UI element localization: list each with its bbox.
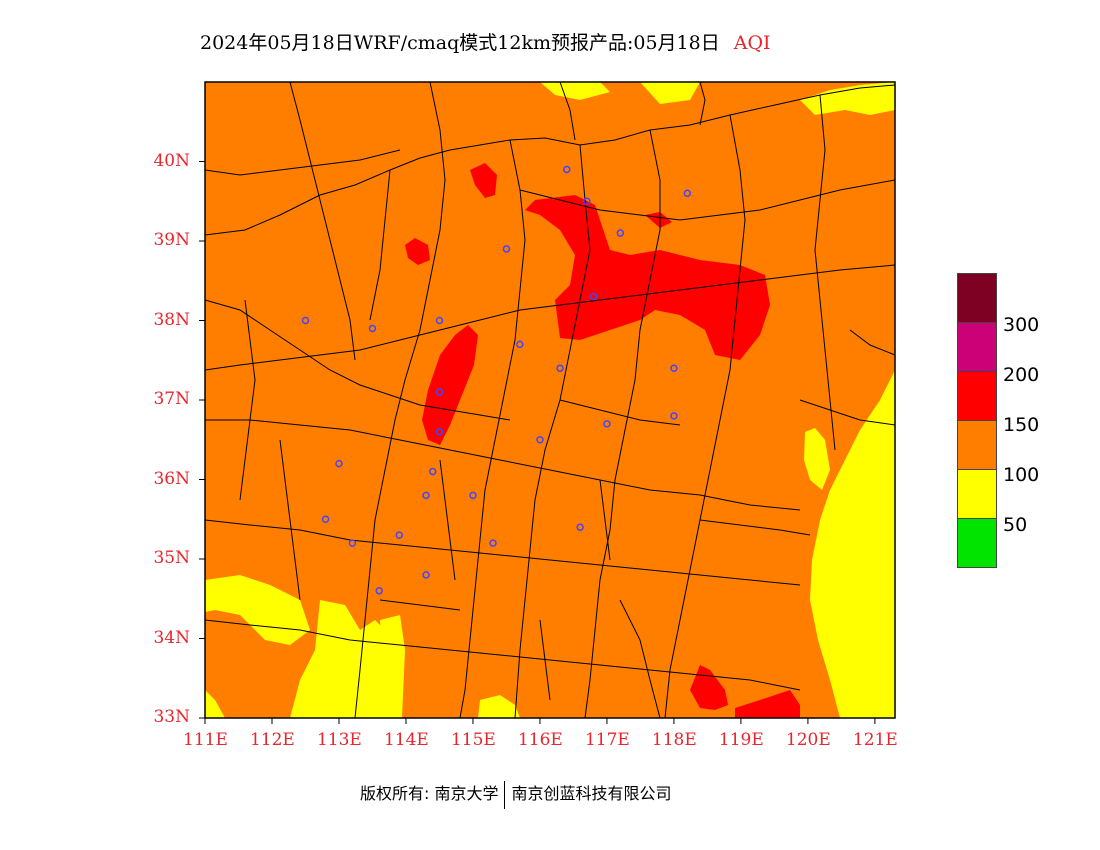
region-aqi-150-200-north-1 (470, 163, 497, 198)
longitude-label: 116E (517, 730, 563, 750)
latitude-label: 35N (153, 548, 190, 568)
station-marker (375, 587, 383, 595)
region-aqi-50-100-south-1 (290, 600, 400, 718)
longitude-label: 119E (718, 730, 764, 750)
station-marker (562, 165, 571, 174)
latitude-label: 40N (153, 150, 190, 171)
latitude-label: 36N (153, 468, 190, 489)
station-marker (670, 412, 678, 420)
legend-color-box (957, 322, 997, 372)
region-aqi-50-100-south-3 (478, 695, 520, 718)
station-marker (576, 523, 584, 531)
region-aqi-150-200-north-2 (405, 238, 430, 265)
region-aqi-50-100-north (540, 82, 610, 100)
copyright-footer: 版权所有: 南京大学 南京创蓝科技有限公司 (360, 780, 672, 809)
region-aqi-150-200-central (525, 195, 770, 360)
station-marker (502, 245, 511, 253)
latitude-label: 34N (153, 627, 190, 648)
footer-right: 南京创蓝科技有限公司 (511, 784, 672, 803)
legend-color-box (957, 371, 997, 421)
longitude-label: 117E (584, 730, 630, 750)
legend-label: 300 (1003, 314, 1040, 336)
legend-label: 150 (1003, 414, 1040, 436)
station-marker (435, 316, 444, 325)
legend-label: 100 (1003, 464, 1040, 486)
station-marker (556, 364, 564, 372)
map-title: 2024年05月18日WRF/cmaq模式12km预报产品:05月18日 AQI (200, 28, 771, 55)
latitude-ticks (199, 161, 205, 719)
station-markers (301, 165, 692, 595)
station-marker (429, 467, 437, 476)
station-marker (469, 491, 477, 500)
region-aqi-100-150 (205, 82, 895, 718)
region-aqi-50-100-northeast (800, 82, 895, 115)
latitude-label: 37N (153, 389, 190, 409)
footer-separator (504, 780, 506, 809)
station-marker (489, 539, 497, 547)
legend-color-box (957, 420, 997, 470)
region-aqi-50-100-coast (804, 428, 830, 490)
station-marker (603, 420, 611, 428)
map-canvas (205, 82, 895, 718)
longitude-label: 118E (651, 730, 697, 750)
station-marker (435, 388, 444, 396)
station-marker (670, 364, 678, 372)
aqi-legend (957, 273, 997, 568)
latitude-label: 38N (153, 309, 190, 330)
longitude-label: 121E (852, 730, 898, 750)
footer-left: 版权所有: 南京大学 (360, 784, 499, 803)
title-variable: AQI (733, 32, 771, 54)
station-marker (301, 316, 310, 325)
station-marker (422, 571, 430, 579)
station-marker (583, 197, 591, 205)
latitude-label: 39N (153, 230, 190, 250)
longitude-label: 113E (316, 730, 362, 750)
legend-color-box (957, 273, 997, 323)
longitude-label: 114E (383, 730, 429, 750)
legend-label: 50 (1003, 514, 1028, 536)
station-marker (368, 324, 377, 333)
region-aqi-150-200-southeast-1 (690, 665, 728, 710)
latitude-label: 33N (153, 707, 190, 727)
station-marker (321, 515, 330, 523)
longitude-label: 115E (450, 730, 496, 750)
longitude-label: 112E (249, 730, 295, 750)
longitude-ticks (204, 718, 876, 724)
region-aqi-50-100-southwest-corner (205, 690, 225, 718)
station-marker (616, 229, 625, 237)
station-marker (335, 459, 343, 468)
admin-boundaries (205, 82, 895, 718)
station-marker (516, 340, 524, 349)
region-aqi-150-200-southeast-2 (735, 690, 800, 718)
longitude-label: 111E (183, 730, 228, 750)
station-marker (589, 292, 598, 301)
station-marker (435, 428, 444, 436)
region-aqi-50-100-east-sea (810, 370, 895, 718)
legend-label: 200 (1003, 364, 1040, 386)
station-marker (536, 436, 544, 444)
station-marker (348, 539, 357, 547)
region-aqi-50-100-southwest (205, 575, 310, 645)
station-marker (683, 189, 692, 198)
region-aqi-50-100-south-2 (380, 615, 405, 718)
title-main: 2024年05月18日WRF/cmaq模式12km预报产品:05月18日 (200, 32, 720, 54)
region-aqi-150-200-shanxi-hebei (422, 325, 478, 445)
legend-color-box (957, 518, 997, 568)
longitude-label: 120E (785, 730, 831, 750)
station-marker (422, 491, 430, 500)
station-marker (395, 531, 404, 539)
legend-color-box (957, 469, 997, 519)
region-aqi-50-100-north2 (640, 82, 700, 104)
